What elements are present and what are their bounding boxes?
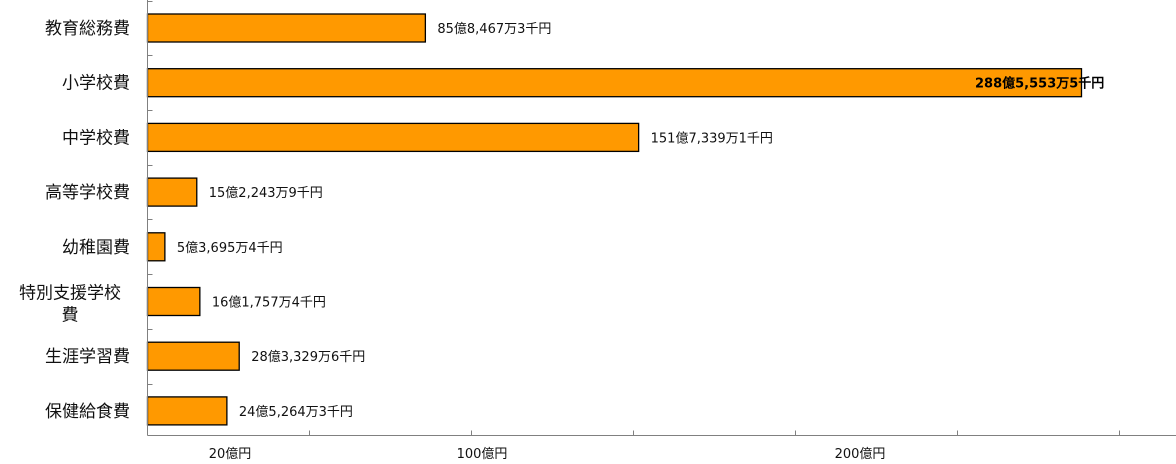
data-label: 15億2,243万9千円 — [209, 185, 323, 201]
data-label: 28億3,329万6千円 — [251, 349, 365, 365]
x-tick-label: 20億円 — [209, 446, 252, 462]
bar — [148, 288, 200, 316]
bar — [148, 233, 165, 261]
category-label: 特別支援学校費 — [19, 284, 121, 326]
bar — [148, 342, 240, 370]
data-label: 16億1,757万4千円 — [212, 295, 326, 311]
x-tick-label: 100億円 — [457, 446, 508, 462]
category-label: 保健給食費 — [45, 402, 130, 422]
bar — [148, 397, 227, 425]
bar — [148, 14, 426, 42]
x-tick-label: 200億円 — [835, 446, 886, 462]
bar — [148, 69, 1082, 97]
data-label: 85億8,467万3千円 — [437, 21, 551, 37]
category-label: 小学校費 — [62, 74, 130, 94]
data-label: 5億3,695万4千円 — [177, 240, 283, 256]
category-label: 生涯学習費 — [45, 347, 130, 367]
category-label: 高等学校費 — [45, 183, 130, 203]
data-label: 288億5,553万5千円 — [975, 76, 1104, 92]
category-label: 教育総務費 — [45, 19, 130, 39]
category-label: 中学校費 — [62, 128, 130, 148]
bar — [148, 123, 639, 151]
data-label: 151億7,339万1千円 — [651, 130, 773, 146]
category-label: 幼稚園費 — [62, 238, 130, 258]
bar — [148, 178, 197, 206]
data-label: 24億5,264万3千円 — [239, 404, 353, 420]
